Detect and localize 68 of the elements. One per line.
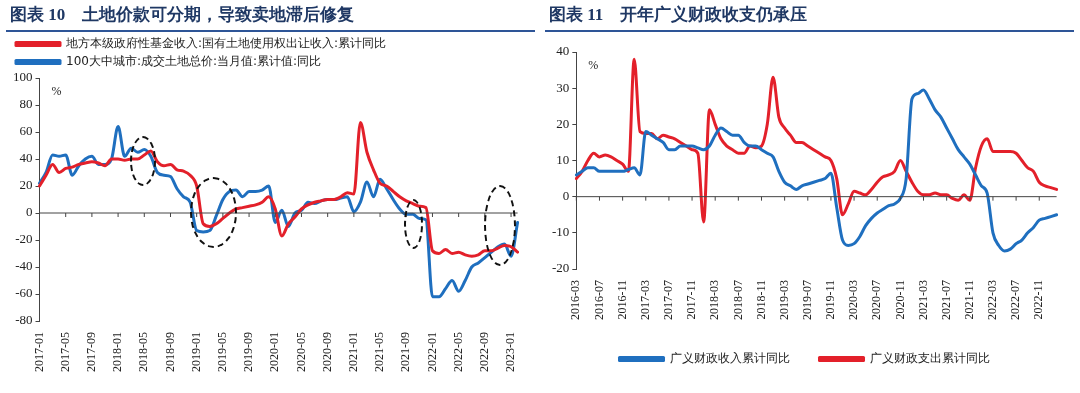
x-tick-label: 2017-11 — [684, 280, 699, 320]
x-tick-label: 2017-03 — [637, 280, 652, 320]
x-tick-label: 2020-03 — [846, 280, 861, 320]
chart-title: 图表 10 土地价款可分期，导致卖地滞后修复 — [6, 0, 535, 32]
line-series — [574, 57, 1059, 224]
x-tick-label: 2021-03 — [915, 280, 930, 320]
x-tick-label: 2016-03 — [568, 280, 583, 320]
y-tick-label: -60 — [15, 285, 33, 301]
line-series — [38, 121, 520, 258]
y-tick-label: 0 — [26, 204, 33, 220]
annotation: % — [588, 58, 599, 73]
x-tick-label: 2023-01 — [503, 332, 518, 372]
x-tick-label: 2019-03 — [776, 280, 791, 320]
legend-label: 地方本级政府性基金收入:国有土地使用权出让收入:累计同比 — [65, 36, 387, 51]
x-tick-label: 2020-07 — [869, 280, 884, 320]
y-tick-label: 30 — [556, 79, 570, 95]
legend-label: 100大中城市:成交土地总价:当月值:累计值:同比 — [66, 54, 322, 69]
x-tick-label: 2018-07 — [730, 280, 745, 320]
y-tick-label: -20 — [551, 260, 570, 276]
x-tick-label: 2017-05 — [57, 332, 72, 372]
y-tick-label: 80 — [19, 96, 33, 112]
annotation: % — [51, 84, 62, 99]
x-tick-label: 2020-05 — [293, 332, 308, 372]
x-tick-label: 2020-09 — [319, 332, 334, 372]
line-series — [574, 88, 1059, 253]
y-tick-label: -20 — [15, 231, 33, 247]
x-tick-label: 2018-09 — [162, 332, 177, 372]
x-tick-label: 2019-11 — [823, 280, 838, 320]
x-tick-label: 2020-11 — [892, 280, 907, 320]
x-tick-label: 2019-07 — [799, 280, 814, 320]
x-tick-label: 2017-01 — [31, 332, 46, 372]
x-tick-label: 2021-11 — [961, 280, 976, 320]
y-tick-label: -40 — [15, 258, 33, 274]
x-tick-label: 2021-09 — [398, 332, 413, 372]
x-tick-label: 2022-05 — [450, 332, 465, 372]
x-tick-label: 2022-01 — [424, 332, 439, 372]
x-tick-label: 2021-01 — [346, 332, 361, 372]
legend-label: 广义财政收入累计同比 — [669, 351, 790, 366]
x-tick-label: 2021-07 — [938, 280, 953, 320]
x-tick-label: 2019-09 — [241, 332, 256, 372]
x-tick-label: 2018-01 — [110, 332, 125, 372]
x-tick-label: 2019-01 — [188, 332, 203, 372]
x-tick-label: 2016-11 — [614, 280, 629, 320]
x-tick-label: 2018-05 — [136, 332, 151, 372]
x-tick-label: 2020-01 — [267, 332, 282, 372]
x-tick-label: 2019-05 — [215, 332, 230, 372]
x-tick-label: 2022-07 — [1008, 280, 1023, 320]
x-tick-label: 2022-09 — [477, 332, 492, 372]
x-tick-label: 2016-07 — [591, 280, 606, 320]
y-tick-label: -10 — [551, 224, 570, 240]
y-tick-label: 20 — [19, 177, 33, 193]
y-tick-label: 100 — [13, 69, 33, 85]
x-tick-label: 2018-11 — [753, 280, 768, 320]
y-tick-label: -80 — [15, 312, 33, 328]
x-tick-label: 2017-07 — [661, 280, 676, 320]
y-tick-label: 0 — [562, 188, 570, 204]
y-tick-label: 10 — [556, 151, 570, 167]
x-tick-label: 2018-03 — [707, 280, 722, 320]
y-tick-label: 60 — [19, 123, 33, 139]
y-tick-label: 20 — [556, 115, 570, 131]
x-tick-label: 2017-09 — [84, 332, 99, 372]
x-tick-label: 2021-05 — [372, 332, 387, 372]
x-tick-label: 2022-11 — [1031, 280, 1046, 320]
chart-title: 图表 11 开年广义财政收支仍承压 — [545, 0, 1074, 32]
x-tick-label: 2022-03 — [985, 280, 1000, 320]
y-tick-label: 40 — [556, 43, 570, 59]
legend-label: 广义财政支出累计同比 — [869, 351, 990, 366]
y-tick-label: 40 — [19, 150, 33, 166]
